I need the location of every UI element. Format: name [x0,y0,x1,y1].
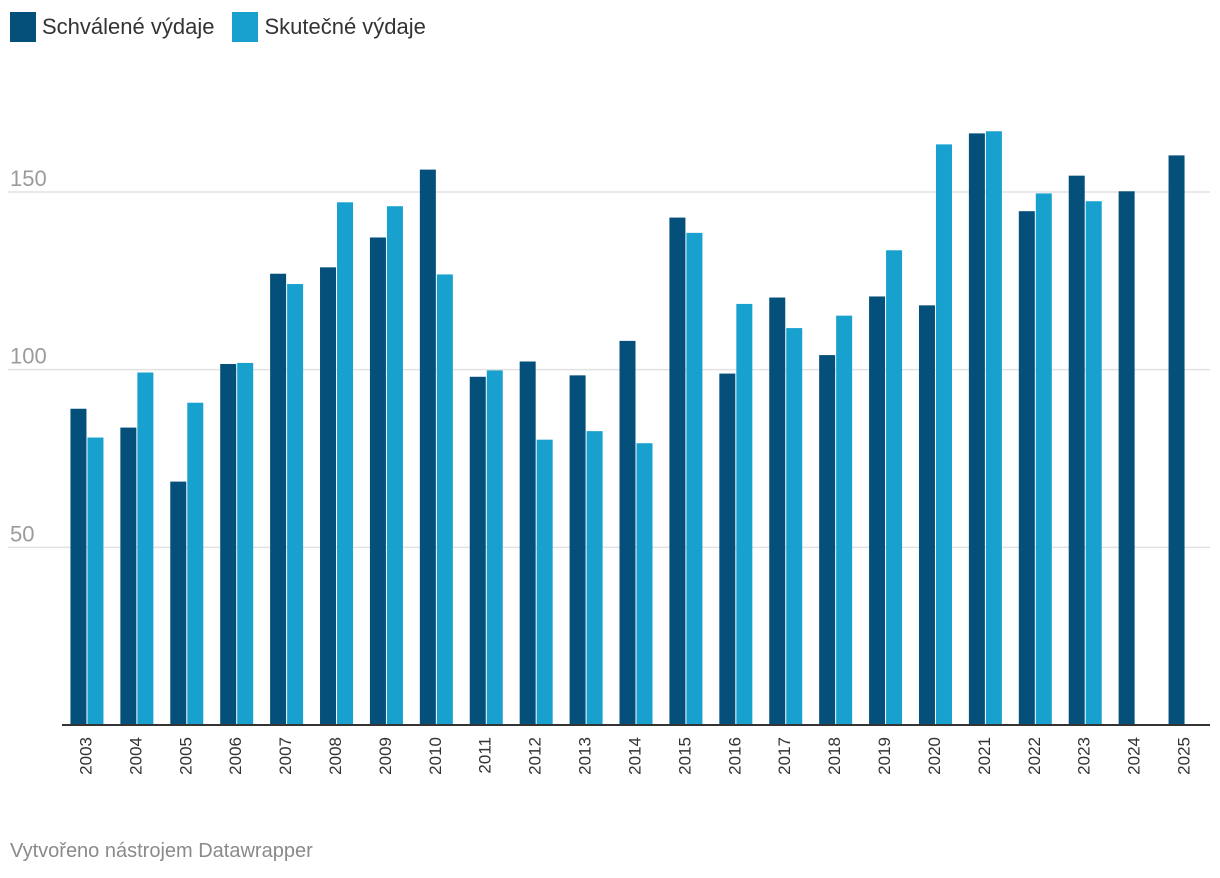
x-tick-label-2012: 2012 [526,737,545,775]
legend: Schválené výdaje Skutečné výdaje [10,12,444,42]
bar-actual-2003 [87,437,104,725]
bar-actual-2013 [586,431,603,725]
x-tick-label-2003: 2003 [76,737,95,775]
x-tick-label-2015: 2015 [675,737,694,775]
footer-credit: Vytvořeno nástrojem Datawrapper [10,840,313,862]
bar-actual-2023 [1085,201,1102,726]
bar-approved-2004 [120,427,137,725]
bar-approved-2020 [918,305,935,725]
x-tick-label-2009: 2009 [376,737,395,775]
x-tick-label-2019: 2019 [875,737,894,775]
x-tick-label-2004: 2004 [126,737,145,775]
x-tick-label-2007: 2007 [276,737,295,775]
bar-approved-2015 [669,217,686,726]
bar-approved-2014 [619,340,636,725]
bar-approved-2009 [369,237,386,725]
legend-item-actual: Skutečné výdaje [232,12,426,42]
x-tick-label-2006: 2006 [226,737,245,775]
bar-actual-2012 [536,439,553,725]
bar-approved-2021 [968,133,985,725]
x-tick-label-2021: 2021 [975,737,994,775]
bar-actual-2019 [886,250,903,726]
bar-approved-2019 [869,296,886,725]
legend-item-approved: Schválené výdaje [10,12,214,42]
legend-label-approved: Schválené výdaje [42,14,215,39]
x-tick-label-2016: 2016 [725,737,744,775]
bar-actual-2017 [786,328,803,725]
bar-actual-2004 [137,372,154,725]
x-tick-label-2005: 2005 [176,737,195,775]
bar-actual-2008 [337,202,354,725]
bar-actual-2016 [736,303,753,725]
bar-actual-2014 [636,443,653,725]
bar-actual-2022 [1035,193,1052,725]
x-tick-label-2018: 2018 [825,737,844,775]
bar-actual-2018 [836,315,853,725]
bar-actual-2020 [935,144,952,726]
bar-approved-2023 [1068,175,1085,725]
bar-actual-2010 [436,274,453,725]
x-tick-label-2022: 2022 [1025,737,1044,775]
x-tick-label-2011: 2011 [476,737,495,774]
bar-approved-2011 [469,376,486,725]
bar-approved-2016 [719,373,736,725]
y-tick-label-150: 150 [10,166,47,191]
bar-approved-2008 [320,267,337,725]
bar-approved-2010 [419,169,436,725]
bar-approved-2017 [769,297,786,725]
x-tick-label-2017: 2017 [775,737,794,775]
bar-approved-2025 [1168,155,1185,726]
bar-actual-2006 [237,362,254,725]
x-tick-label-2025: 2025 [1175,737,1194,775]
bar-actual-2021 [985,131,1002,725]
x-tick-label-2014: 2014 [625,737,644,775]
x-tick-label-2010: 2010 [426,737,445,775]
x-tick-label-2013: 2013 [576,737,595,775]
bar-approved-2007 [270,273,287,725]
bar-approved-2003 [70,408,87,725]
bar-approved-2018 [819,355,836,725]
bar-actual-2007 [287,284,304,725]
x-tick-label-2020: 2020 [925,737,944,775]
y-tick-label-50: 50 [10,521,34,546]
bar-approved-2013 [569,375,586,725]
legend-swatch-approved [10,12,36,42]
bar-actual-2005 [187,402,204,725]
x-tick-label-2024: 2024 [1125,737,1144,775]
bar-approved-2022 [1018,211,1035,726]
bar-approved-2005 [170,481,187,725]
legend-swatch-actual [232,12,259,42]
bar-actual-2015 [686,232,703,725]
bar-approved-2024 [1118,191,1135,726]
x-tick-label-2008: 2008 [326,737,345,775]
legend-label-actual: Skutečné výdaje [264,14,426,39]
bar-actual-2009 [386,206,403,726]
bar-actual-2011 [486,370,503,725]
bar-approved-2006 [220,363,237,725]
x-tick-label-2023: 2023 [1075,737,1094,775]
y-tick-label-100: 100 [10,344,47,369]
bar-approved-2012 [519,361,536,725]
